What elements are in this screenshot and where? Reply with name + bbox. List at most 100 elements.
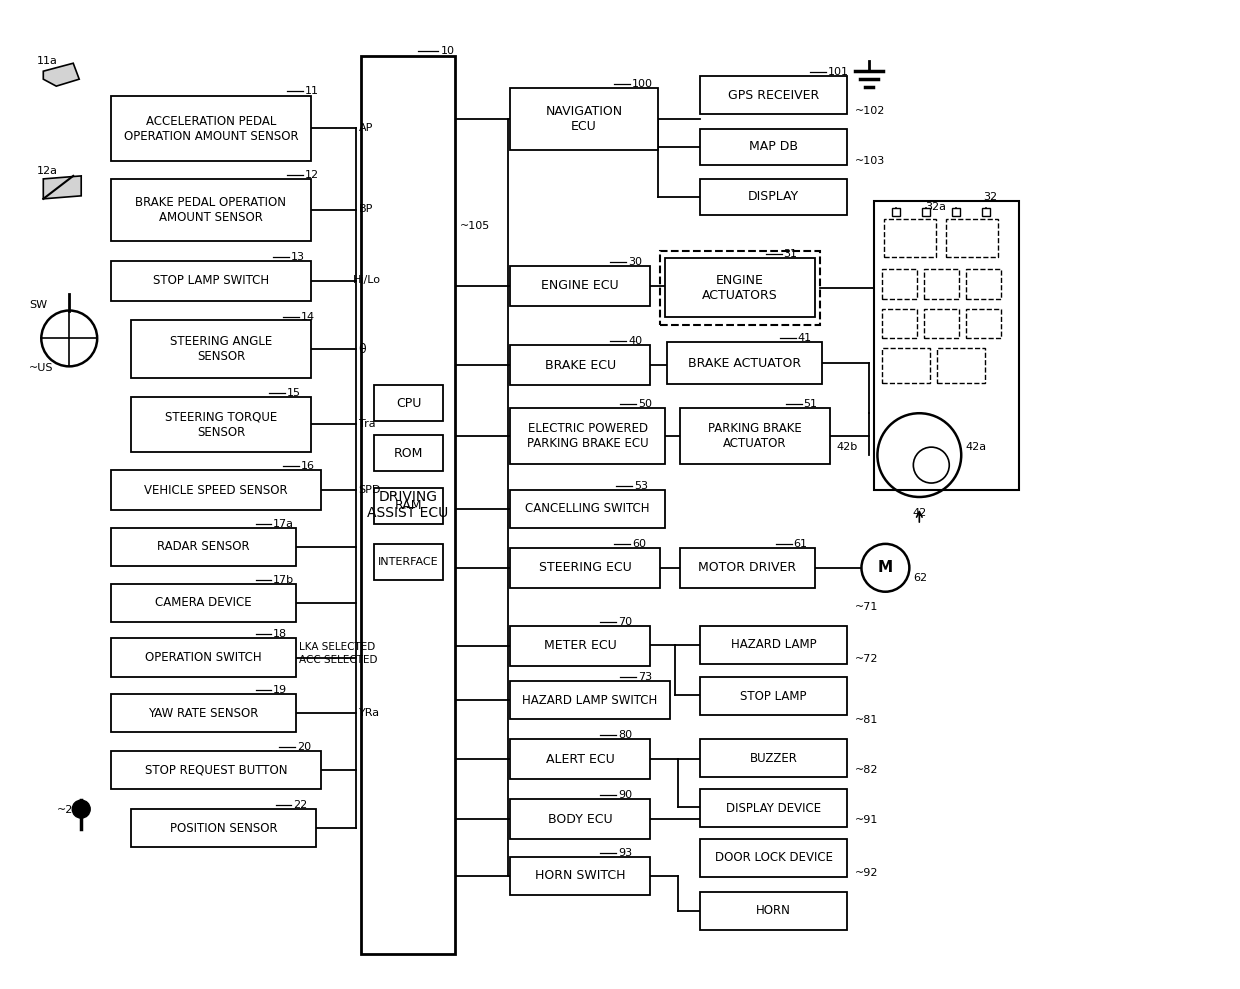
Bar	[510, 88, 658, 150]
Bar	[112, 179, 311, 240]
Bar	[510, 490, 665, 528]
Text: 30: 30	[627, 257, 642, 267]
Text: DISPLAY DEVICE: DISPLAY DEVICE	[727, 802, 821, 815]
Text: 70: 70	[618, 617, 632, 627]
Polygon shape	[43, 63, 79, 86]
Text: 101: 101	[827, 67, 848, 77]
Text: DRIVING
ASSIST ECU: DRIVING ASSIST ECU	[367, 490, 449, 520]
Text: ~103: ~103	[854, 156, 884, 166]
Bar	[361, 56, 455, 953]
Text: 60: 60	[632, 539, 646, 549]
Text: ~92: ~92	[854, 868, 878, 878]
Text: 42: 42	[913, 508, 926, 518]
Bar	[883, 309, 918, 338]
Text: STOP LAMP: STOP LAMP	[740, 690, 807, 703]
Text: ~82: ~82	[854, 765, 878, 775]
Text: POSITION SENSOR: POSITION SENSOR	[170, 822, 278, 835]
Text: 80: 80	[618, 730, 632, 741]
Text: BUZZER: BUZZER	[750, 752, 797, 764]
Bar	[510, 266, 650, 306]
Bar	[131, 398, 311, 452]
Text: BRAKE PEDAL OPERATION
AMOUNT SENSOR: BRAKE PEDAL OPERATION AMOUNT SENSOR	[135, 196, 286, 224]
Text: M: M	[878, 561, 893, 576]
Text: 13: 13	[290, 251, 305, 262]
Bar	[665, 258, 815, 317]
Text: STOP LAMP SWITCH: STOP LAMP SWITCH	[153, 274, 269, 287]
Bar	[510, 626, 650, 666]
Bar	[699, 740, 847, 777]
Text: INTERFACE: INTERFACE	[378, 557, 439, 567]
Text: 90: 90	[618, 790, 632, 800]
Text: ENGINE
ACTUATORS: ENGINE ACTUATORS	[702, 274, 777, 302]
Text: STOP REQUEST BUTTON: STOP REQUEST BUTTON	[145, 764, 288, 776]
Text: Hi/Lo: Hi/Lo	[352, 275, 381, 285]
Text: RADAR SENSOR: RADAR SENSOR	[157, 540, 249, 554]
Text: BRAKE ACTUATOR: BRAKE ACTUATOR	[688, 357, 801, 370]
Text: 93: 93	[618, 848, 632, 858]
Bar	[699, 626, 847, 664]
Text: 16: 16	[301, 461, 315, 471]
Text: 11a: 11a	[37, 56, 58, 66]
Bar	[966, 269, 1001, 299]
Text: ENGINE ECU: ENGINE ECU	[542, 279, 619, 292]
Bar	[699, 892, 847, 930]
Bar	[112, 528, 295, 566]
Text: GPS RECEIVER: GPS RECEIVER	[728, 89, 820, 102]
Text: CANCELLING SWITCH: CANCELLING SWITCH	[526, 502, 650, 515]
Text: VEHICLE SPEED SENSOR: VEHICLE SPEED SENSOR	[144, 484, 288, 496]
Text: BP: BP	[358, 204, 373, 214]
Text: STEERING ECU: STEERING ECU	[538, 562, 631, 575]
Text: AP: AP	[358, 123, 373, 134]
Bar	[699, 76, 847, 114]
Text: YRa: YRa	[358, 708, 379, 718]
Bar	[923, 208, 930, 216]
Bar	[510, 799, 650, 839]
Text: HAZARD LAMP SWITCH: HAZARD LAMP SWITCH	[522, 694, 657, 707]
Text: HAZARD LAMP: HAZARD LAMP	[730, 638, 816, 651]
Bar	[667, 342, 822, 385]
Text: 12: 12	[305, 170, 319, 180]
Text: 11: 11	[305, 86, 319, 96]
Text: 40: 40	[627, 336, 642, 346]
Bar	[131, 320, 311, 379]
Text: HORN SWITCH: HORN SWITCH	[534, 869, 625, 882]
Text: ~81: ~81	[854, 715, 878, 725]
Text: METER ECU: METER ECU	[543, 639, 616, 652]
Text: ~US: ~US	[30, 363, 53, 374]
Bar	[510, 857, 650, 895]
Text: NAVIGATION
ECU: NAVIGATION ECU	[546, 105, 622, 134]
Bar	[966, 309, 1001, 338]
Text: Tra: Tra	[358, 419, 376, 429]
Bar	[373, 544, 444, 580]
Bar	[373, 488, 444, 524]
Bar	[510, 345, 650, 386]
Bar	[112, 752, 321, 789]
Text: STEERING ANGLE
SENSOR: STEERING ANGLE SENSOR	[170, 335, 272, 363]
Text: 17a: 17a	[273, 519, 294, 529]
Text: ~91: ~91	[854, 815, 878, 825]
Text: ~105: ~105	[460, 221, 491, 230]
Text: BODY ECU: BODY ECU	[548, 813, 613, 826]
Text: 14: 14	[301, 312, 315, 321]
Bar	[874, 201, 1019, 490]
Text: ACC SELECTED: ACC SELECTED	[299, 655, 377, 665]
Text: 18: 18	[273, 629, 286, 639]
Text: 31: 31	[784, 248, 797, 259]
Bar	[946, 219, 998, 257]
Text: 100: 100	[632, 79, 653, 89]
Bar	[699, 789, 847, 827]
Text: YAW RATE SENSOR: YAW RATE SENSOR	[149, 707, 259, 720]
Bar	[893, 208, 900, 216]
Text: RAM: RAM	[394, 499, 423, 512]
Text: ~72: ~72	[854, 654, 878, 664]
Text: 73: 73	[637, 673, 652, 682]
Text: 15: 15	[286, 389, 301, 399]
Text: θ: θ	[358, 343, 366, 356]
Bar	[112, 470, 321, 510]
Text: ALERT ECU: ALERT ECU	[546, 753, 615, 765]
Text: ROM: ROM	[394, 447, 423, 460]
Bar	[131, 809, 316, 847]
Text: PARKING BRAKE
ACTUATOR: PARKING BRAKE ACTUATOR	[708, 422, 801, 450]
Text: SPD: SPD	[358, 485, 381, 495]
Bar	[699, 677, 847, 715]
